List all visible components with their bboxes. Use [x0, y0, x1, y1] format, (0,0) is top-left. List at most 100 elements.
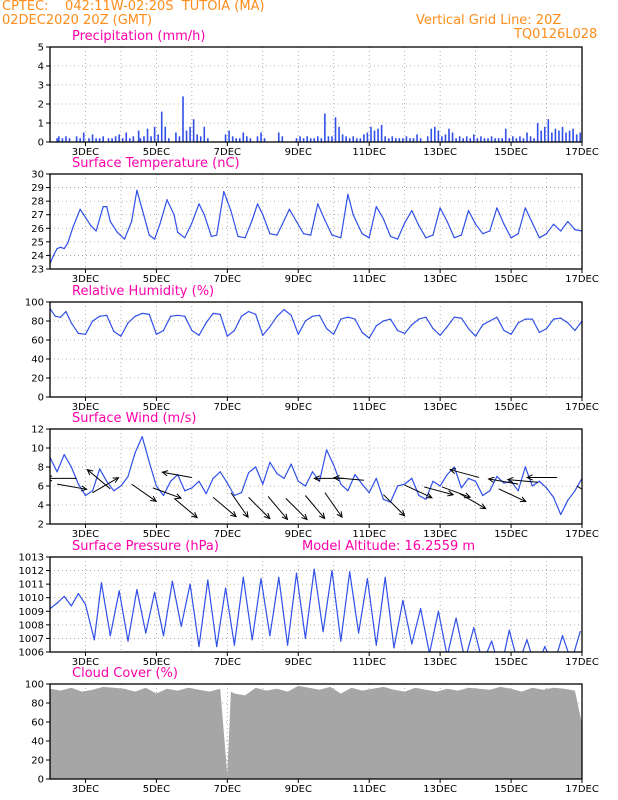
wind-vector-shaft	[450, 469, 480, 478]
wind-vector-shaft	[424, 486, 454, 496]
temp-point	[361, 233, 363, 235]
cloud-ytick-label: 0	[38, 775, 44, 786]
pressure-point	[233, 644, 236, 646]
rh-panel: 0 20 40 60 80 100 3DEC 5DEC 7DEC 9DEC 11DEC 13DEC 15…	[25, 298, 599, 414]
rh-point	[127, 322, 129, 324]
wind-vector	[161, 470, 192, 478]
wind-point	[368, 492, 370, 494]
precip-bar	[480, 136, 482, 142]
precip-bar	[462, 138, 464, 142]
wind-vector-head	[191, 511, 198, 519]
wind-ytick-label: 12	[31, 425, 44, 436]
wind-point	[184, 490, 186, 492]
precip-bar	[82, 132, 85, 142]
temp-series	[50, 189, 582, 265]
temp-point	[324, 219, 326, 221]
wind-vector-head	[80, 485, 88, 492]
pressure-point	[375, 644, 377, 646]
rh-point	[333, 333, 335, 335]
precip-bar	[554, 128, 557, 142]
wind-vector	[152, 487, 183, 500]
precip-bar	[175, 132, 177, 142]
temp-point	[352, 214, 354, 216]
cloud-ytick-label: 60	[31, 718, 44, 729]
temp-point	[567, 220, 569, 223]
pressure-xtick-label: 13DEC	[423, 657, 457, 668]
precip-bar	[568, 130, 571, 142]
wind-ytick-label: 2	[38, 520, 44, 531]
wind-vector-shaft	[441, 486, 471, 498]
precip-bar	[377, 128, 379, 142]
temp-point	[288, 208, 290, 210]
pressure-point	[118, 590, 120, 592]
pressure-point	[145, 632, 147, 634]
temp-point	[52, 254, 55, 257]
wind-xtick-label: 3DEC	[72, 529, 99, 540]
temp-point	[317, 203, 319, 205]
precip-bar	[395, 138, 397, 142]
wind-vector-head	[161, 470, 169, 477]
wind-vector-head	[150, 495, 158, 502]
rh-point	[467, 328, 470, 330]
wind-point	[453, 466, 455, 468]
wind-vector-head	[263, 512, 271, 520]
rh-xtick-label: 5DEC	[143, 402, 170, 413]
wind-point	[432, 480, 434, 482]
wind-vector-shaft	[304, 495, 326, 519]
temp-point	[418, 224, 420, 227]
pressure-point	[278, 576, 280, 578]
cloud-xtick-label: 7DEC	[214, 784, 241, 795]
temp-point	[106, 205, 108, 208]
precip-xtick-label: 9DEC	[285, 147, 312, 158]
precip-bar	[143, 136, 145, 142]
rh-point	[219, 313, 221, 315]
precip-bar	[338, 126, 340, 142]
wind-vector-shaft	[404, 484, 433, 499]
rh-point	[84, 333, 87, 335]
rh-title: Relative Humidity (%)	[72, 284, 215, 299]
wind-vector	[248, 497, 271, 520]
rh-ytick-label: 40	[31, 355, 44, 366]
wind-vector-shaft	[248, 497, 271, 519]
wind-point	[77, 483, 79, 485]
pressure-frame	[49, 556, 583, 653]
temp-point	[411, 210, 413, 212]
wind-vector-shaft	[267, 496, 288, 520]
pressure-point	[109, 635, 111, 637]
wind-point	[148, 461, 150, 463]
precip-ytick-label: 1	[38, 119, 44, 130]
pressure-ytick-label: 1007	[19, 634, 44, 645]
temp-ytick-label: 28	[31, 197, 44, 208]
temp-point	[524, 207, 526, 209]
wind-point	[340, 483, 342, 485]
precip-bar	[95, 138, 97, 142]
precip-bar	[355, 138, 358, 142]
precip-bar	[476, 138, 479, 142]
rh-point	[91, 320, 94, 322]
precip-bar	[249, 138, 252, 142]
wind-vector-head	[479, 503, 487, 510]
precip-bar	[504, 128, 507, 142]
precip-bar	[102, 136, 104, 142]
precip-bar	[224, 134, 227, 142]
precip-bar	[540, 130, 543, 142]
temp-ytick-label: 30	[31, 170, 44, 181]
precip-bar	[387, 138, 390, 142]
precip-bar	[363, 134, 365, 142]
rh-point	[198, 334, 200, 336]
rh-point	[496, 316, 498, 318]
rh-point	[120, 335, 122, 337]
pressure-ytick-label: 1009	[19, 607, 44, 618]
cloud-xtick-label: 11DEC	[352, 784, 386, 795]
wind-point	[99, 468, 101, 470]
wind-ytick-label: 4	[38, 501, 44, 512]
rh-point	[567, 322, 569, 324]
temp-point	[262, 214, 264, 216]
rh-point	[347, 316, 349, 318]
pressure-point	[357, 632, 360, 634]
wind-vector-shaft	[498, 488, 527, 502]
wind-point	[311, 471, 314, 473]
rh-point	[574, 329, 576, 332]
rh-point	[389, 318, 392, 320]
pressure-xtick-label: 3DEC	[72, 657, 99, 668]
